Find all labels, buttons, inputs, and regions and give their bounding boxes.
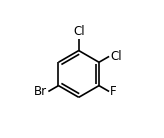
Text: Cl: Cl <box>110 50 122 63</box>
Text: F: F <box>110 85 117 98</box>
Text: Br: Br <box>34 85 47 98</box>
Text: Cl: Cl <box>73 25 85 38</box>
